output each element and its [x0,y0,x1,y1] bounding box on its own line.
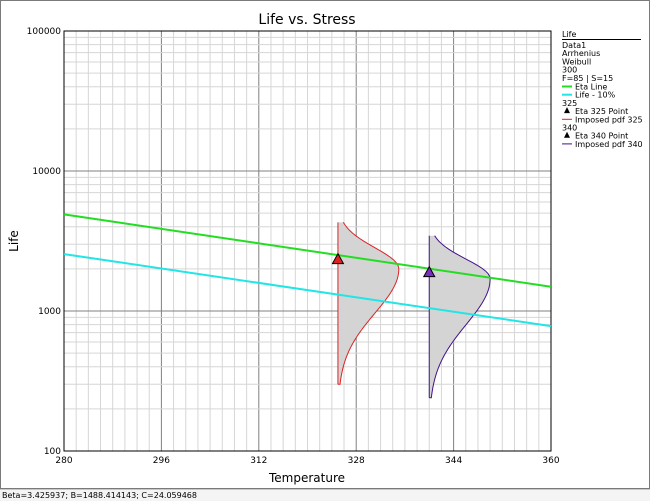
legend-label-pdf_325: Imposed pdf 325 [575,115,643,124]
x-tick-label: 328 [348,456,365,466]
series-lines [63,213,552,328]
legend-label-pdf_340: Imposed pdf 340 [575,140,643,149]
y-tick-label: 10000 [32,167,61,177]
plot-window: Life vs. Stress 280 296 312 328 344 360 100 100… [0,0,650,489]
x-tick-label: 280 [55,456,72,466]
legend-swatch-eta_340 [564,131,570,138]
x-tick-label: 344 [445,456,462,466]
y-tick-label: 100 [44,447,61,457]
legend-label-eta_325: Eta 325 Point [575,107,628,116]
legend-info: Arrhenius [562,49,600,58]
legend-label-life_10: Life - 10% [575,91,616,100]
x-tick-label: 296 [153,456,170,466]
plot-border [63,30,552,452]
eta-points [331,252,436,278]
y-tick-label: 100000 [27,27,62,37]
x-tick-label: 360 [542,456,559,466]
eta-340-point [422,265,436,278]
grid [63,30,552,452]
legend-info: Data1 [562,41,586,50]
y-axis-label: Life [7,230,21,252]
axis-tick-labels: 280 296 312 328 344 360 100 1000 10000 100000 [27,27,560,466]
legend-info: Weibull [562,57,591,66]
legend-info: 300 [562,66,577,75]
x-tick-label: 312 [250,456,267,466]
legend-label-eta_340: Eta 340 Point [575,132,628,141]
life-vs-stress-chart: Life vs. Stress 280 296 312 328 344 360 100 100… [7,12,643,485]
chart-title: Life vs. Stress [258,12,355,28]
pdf-curve-325 [337,222,400,385]
legend-group-group_325: 325 [562,99,577,108]
legend-group-group_340: 340 [562,124,577,133]
pdf-curve-340 [429,235,491,399]
legend-label-eta_line: Eta Line [575,83,607,92]
x-axis-label: Temperature [268,471,345,485]
eta-325-point [331,252,345,265]
legend-swatch-eta_325 [564,107,570,114]
legend-info: F=85 | S=15 [562,74,613,83]
legend-header: Life [562,30,576,39]
y-tick-label: 1000 [38,307,61,317]
life-10-line [63,253,552,328]
status-bar: Beta=3.425937; B=1488.414143; C=24.05946… [0,489,650,501]
eta-line [63,213,552,288]
